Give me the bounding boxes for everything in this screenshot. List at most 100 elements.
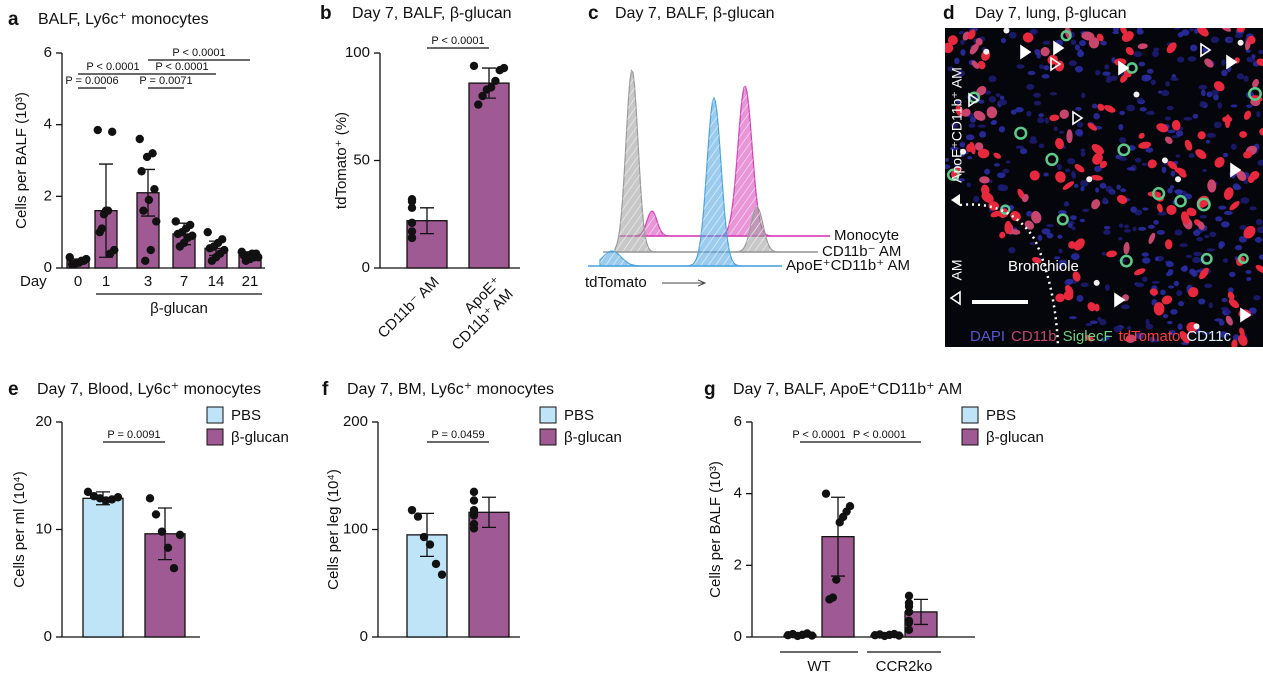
nucleus [1093, 113, 1100, 120]
siglecf-cell [1152, 187, 1166, 201]
channel-label: SiglecF [1063, 328, 1113, 345]
tdtomato-cell [1055, 138, 1064, 150]
nucleus [1095, 187, 1100, 193]
tdtomato-cell [977, 148, 990, 159]
x-tick-label: CD11b⁻ AM [375, 274, 443, 342]
tdtomato-cell [1029, 170, 1040, 181]
nucleus [1222, 152, 1229, 158]
nucleus [1080, 151, 1086, 157]
nucleus [1058, 265, 1063, 270]
tdtomato-cell [1074, 164, 1085, 173]
nucleus [1094, 165, 1102, 172]
nucleus [1145, 111, 1155, 116]
panel-label: d [943, 3, 955, 24]
y-axis-label: tdTomato⁺ (%) [333, 112, 350, 209]
nucleus [1215, 216, 1223, 222]
nucleus [1168, 329, 1176, 336]
x-axis-label: Day [20, 273, 47, 290]
nucleus [1168, 285, 1175, 289]
tdtomato-cell [1195, 149, 1207, 160]
tdtomato-cell [979, 176, 990, 184]
nucleus [1246, 277, 1252, 282]
nucleus [1227, 287, 1234, 294]
comparison-label: P < 0.0001 [155, 61, 208, 73]
tdtomato-cell [1009, 229, 1021, 235]
nucleus [1206, 248, 1215, 252]
nucleus [1059, 130, 1065, 134]
nucleus [1110, 75, 1118, 81]
arrowhead-marker [968, 92, 980, 108]
nucleus [1071, 226, 1076, 231]
nucleus [967, 156, 973, 160]
nucleus [1065, 278, 1074, 285]
comparison-label: P < 0.0001 [792, 429, 845, 441]
nucleus [1026, 210, 1033, 217]
nucleus [1142, 207, 1149, 211]
comparison-label: P < 0.0001 [853, 429, 906, 441]
nucleus [1099, 182, 1107, 189]
nucleus [1245, 270, 1252, 274]
nucleus [1160, 289, 1166, 296]
data-point [83, 487, 93, 497]
data-point [141, 256, 150, 266]
y-tick-label: 0 [360, 628, 368, 645]
nucleus [1070, 39, 1077, 46]
siglecf-cell [1248, 86, 1262, 101]
siglecf-cell [1060, 30, 1072, 42]
nucleus [1151, 280, 1160, 284]
nucleus [996, 172, 1006, 179]
nucleus [1219, 331, 1229, 338]
nucleus [1138, 226, 1147, 231]
y-axis-label: Cells per ml (10⁴) [11, 471, 28, 587]
tdtomato-cell [1247, 175, 1255, 184]
nucleus [1077, 121, 1084, 128]
x-axis-label: tdTomato [585, 274, 647, 291]
siglecf-cell [1174, 194, 1187, 208]
nucleus [1029, 138, 1038, 144]
nucleus [1204, 283, 1213, 289]
nucleus [977, 124, 987, 128]
bright-cell [1237, 39, 1244, 46]
siglecf-cell [1000, 204, 1011, 215]
legend-swatch [539, 428, 557, 446]
tdtomato-cell [1161, 295, 1173, 305]
nucleus [1080, 148, 1086, 152]
y-tick-label: 20 [35, 413, 52, 430]
data-point [146, 245, 155, 255]
nucleus [969, 116, 976, 123]
tdtomato-cell [947, 35, 958, 46]
nucleus [1239, 225, 1247, 230]
nucleus [1213, 121, 1222, 129]
bar [82, 497, 124, 638]
nucleus [1038, 113, 1044, 118]
tdtomato-cell [1097, 103, 1105, 111]
tdtomato-cell [1054, 60, 1065, 72]
data-point [142, 152, 152, 162]
nucleus [979, 131, 987, 138]
nucleus [1256, 111, 1261, 118]
tdtomato-cell [976, 85, 987, 96]
nucleus [950, 146, 959, 151]
nucleus [1177, 32, 1184, 38]
data-point [152, 217, 161, 226]
data-point [203, 227, 212, 237]
data-point [904, 618, 914, 627]
tdtomato-cell [975, 38, 983, 46]
nucleus [1036, 53, 1041, 59]
nucleus [1258, 254, 1263, 260]
bright-cell [1133, 91, 1140, 98]
nucleus [1182, 265, 1188, 272]
nucleus [1136, 29, 1144, 35]
nucleus [1138, 61, 1146, 67]
tdtomato-cell [1255, 264, 1263, 274]
nucleus [1119, 110, 1125, 116]
comparison-label: P < 0.0001 [86, 61, 139, 73]
nucleus [999, 95, 1005, 100]
data-point [495, 66, 504, 75]
tdtomato-cell [1066, 129, 1073, 144]
y-tick-label: 200 [343, 413, 368, 430]
nucleus [1231, 143, 1237, 150]
nucleus [1037, 117, 1045, 124]
nucleus [1063, 202, 1070, 207]
nucleus [1234, 244, 1243, 251]
